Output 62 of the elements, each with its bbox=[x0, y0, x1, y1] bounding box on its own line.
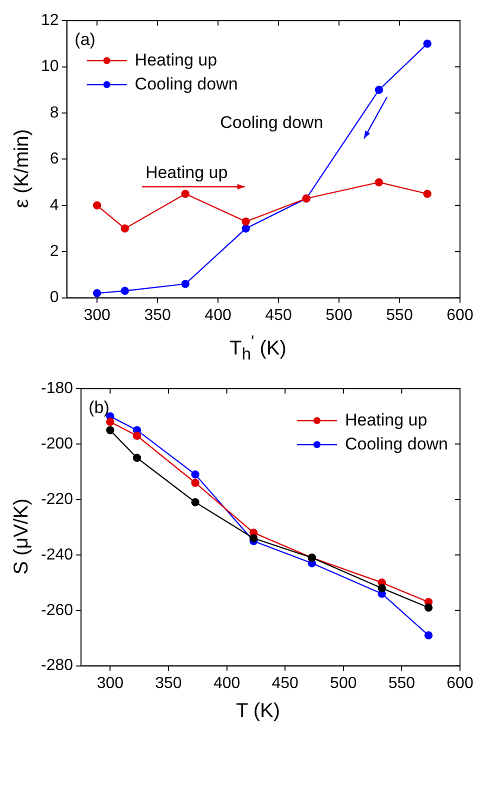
y-tick-label: -240 bbox=[40, 546, 74, 564]
x-tick-label: 350 bbox=[155, 674, 182, 692]
x-tick-label: 500 bbox=[326, 306, 352, 324]
legend-label: Cooling down bbox=[134, 74, 238, 94]
x-tick-label: 450 bbox=[265, 306, 292, 324]
point bbox=[242, 224, 250, 233]
point bbox=[132, 454, 142, 462]
point bbox=[374, 86, 384, 94]
y-axis-title: ε (K/min) bbox=[10, 128, 34, 208]
annotation: (b) bbox=[88, 398, 110, 417]
legend-label: Cooling down bbox=[344, 434, 448, 454]
y-tick-label: 2 bbox=[50, 243, 59, 260]
y-axis-title: S (μV/K) bbox=[10, 498, 34, 574]
x-tick-label: 450 bbox=[272, 674, 299, 692]
annotation: (a) bbox=[74, 30, 96, 49]
point bbox=[191, 478, 200, 487]
x-tick-label: 550 bbox=[388, 674, 416, 692]
x-tick-label: 500 bbox=[330, 674, 357, 692]
point bbox=[120, 224, 129, 233]
point bbox=[423, 190, 432, 198]
y-tick-label: 4 bbox=[50, 196, 59, 214]
legend-label: Heating up bbox=[134, 50, 218, 70]
annotation: Cooling down bbox=[220, 113, 324, 132]
x-tick-label: 400 bbox=[204, 306, 232, 324]
y-tick-label: 8 bbox=[50, 104, 59, 122]
y-tick-label: -260 bbox=[40, 602, 74, 619]
y-tick-label: -180 bbox=[40, 380, 74, 398]
x-tick-label: 300 bbox=[96, 674, 124, 692]
x-tick-label: 350 bbox=[144, 306, 171, 324]
x-axis-title: T (K) bbox=[234, 700, 282, 723]
y-tick-label: 10 bbox=[41, 58, 59, 76]
point bbox=[120, 286, 129, 295]
y-tick-label: -220 bbox=[40, 490, 74, 508]
point bbox=[92, 289, 102, 298]
x-tick-label: 400 bbox=[213, 674, 240, 692]
y-tick-label: -280 bbox=[40, 657, 74, 674]
y-tick-label: 6 bbox=[50, 150, 59, 168]
x-tick-label: 300 bbox=[84, 306, 110, 324]
legend-label: Heating up bbox=[344, 410, 428, 430]
point bbox=[181, 280, 190, 288]
x-axis-title: T$_{h}$$^{'}$ (K) bbox=[228, 332, 288, 365]
point bbox=[250, 534, 258, 542]
point bbox=[106, 418, 114, 426]
y-tick-label: 0 bbox=[50, 289, 59, 306]
point bbox=[424, 631, 433, 640]
point bbox=[106, 426, 114, 434]
point bbox=[181, 190, 190, 198]
annotation: Heating up bbox=[145, 162, 228, 182]
point bbox=[378, 584, 386, 592]
point bbox=[424, 603, 433, 612]
point bbox=[92, 201, 102, 210]
y-tick-label: -200 bbox=[40, 435, 74, 452]
point bbox=[191, 470, 200, 479]
point bbox=[242, 217, 250, 226]
point bbox=[191, 498, 200, 506]
x-tick-label: 550 bbox=[386, 306, 413, 324]
y-tick-label: 12 bbox=[41, 12, 59, 30]
point bbox=[423, 40, 432, 48]
point bbox=[374, 178, 384, 186]
point bbox=[132, 432, 142, 440]
x-tick-label: 600 bbox=[446, 306, 474, 324]
x-tick-label: 600 bbox=[446, 674, 474, 692]
